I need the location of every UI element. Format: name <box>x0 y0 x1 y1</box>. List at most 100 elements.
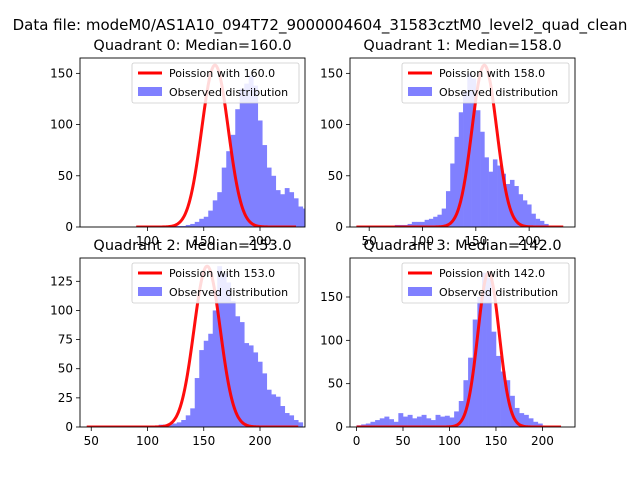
hist-bar <box>416 416 422 427</box>
subplot-title: Quadrant 1: Median=158.0 <box>363 38 561 54</box>
hist-bar <box>235 316 241 427</box>
hist-bar <box>537 423 543 427</box>
legend-entry-fit: Poission with 153.0 <box>169 267 275 280</box>
legend-patch-swatch <box>138 287 162 296</box>
x-tick-label: 50 <box>84 434 99 448</box>
hist-bar <box>325 224 330 227</box>
hist-bar <box>519 413 525 427</box>
x-tick-label: 100 <box>411 234 434 248</box>
x-tick-label: 50 <box>395 434 410 448</box>
hist-bar <box>181 420 187 427</box>
hist-bar <box>402 416 408 427</box>
hist-bar <box>523 414 529 427</box>
hist-bar <box>293 420 299 427</box>
y-tick-label: 150 <box>320 66 343 80</box>
hist-bar <box>440 416 446 427</box>
hist-bar <box>194 221 200 227</box>
hist-bar <box>497 165 502 227</box>
hist-bar <box>176 225 182 227</box>
hist-bar <box>486 277 492 427</box>
hist-bar <box>420 221 425 227</box>
hist-bar <box>509 179 515 227</box>
legend-patch-swatch <box>408 287 432 296</box>
subplot-3: 0 50 100 150 200 0 50 100 150 Quadrant 3: Median=… <box>320 238 576 448</box>
hist-bar <box>253 352 259 427</box>
hist-bar <box>518 194 524 227</box>
subplot-0: 100 150 200 0 50 100 150 Quadrant 0: Median=160… <box>50 38 330 248</box>
hist-bar <box>190 223 196 227</box>
hist-bar <box>471 78 477 227</box>
subplot-1: 50 100 150 200 0 50 100 150 Quadrant 1: Median=1… <box>320 38 576 248</box>
hist-bar <box>412 418 418 427</box>
hist-bar <box>458 401 464 427</box>
legend-box <box>401 262 570 304</box>
hist-bar <box>230 301 236 427</box>
hist-bar <box>495 355 501 427</box>
hist-bar <box>226 151 232 227</box>
y-tick-label: 25 <box>58 391 73 405</box>
x-tick-label: 0 <box>353 434 361 448</box>
hist-bar <box>266 167 272 227</box>
hist-bar <box>416 221 421 227</box>
hist-bar <box>492 159 498 227</box>
hist-bar <box>449 417 455 427</box>
x-tick-label: 200 <box>518 234 541 248</box>
hist-bar <box>421 414 427 427</box>
hist-bar <box>226 282 232 427</box>
hist-bar <box>527 204 532 227</box>
hist-bar <box>433 216 438 227</box>
hist-bar <box>491 331 497 427</box>
x-tick-label: 200 <box>249 234 272 248</box>
hist-bar <box>307 213 312 227</box>
axes-frame <box>79 257 306 428</box>
y-tick-label: 50 <box>58 362 73 376</box>
hist-bar <box>321 222 326 227</box>
y-tick-label: 100 <box>50 303 73 317</box>
axes-frame <box>79 57 306 228</box>
hist-bar <box>284 188 290 227</box>
hist-bar <box>407 223 413 227</box>
legend-entry-hist: Observed distribution <box>439 86 558 99</box>
legend-patch-swatch <box>408 87 432 96</box>
y-tick-label: 100 <box>50 118 73 132</box>
hist-bar <box>257 120 263 227</box>
hist-bar <box>289 192 295 227</box>
hist-bar <box>271 175 277 227</box>
hist-bar <box>203 340 209 427</box>
hist-bar <box>531 213 536 227</box>
hist-bar <box>454 136 460 227</box>
hist-bar <box>430 420 436 427</box>
legend-patch-swatch <box>138 87 162 96</box>
figure-suptitle: Data file: modeM0/AS1A10_094T72_90000046… <box>13 16 628 35</box>
hist-bar <box>239 88 245 227</box>
hist-bar <box>185 224 191 227</box>
hist-bar <box>181 225 187 227</box>
x-tick-label: 150 <box>464 234 487 248</box>
hist-bar <box>514 186 519 227</box>
hist-bar <box>389 419 394 427</box>
hist-bar <box>375 420 381 427</box>
legend-entry-fit: Poission with 160.0 <box>169 67 275 80</box>
hist-bar <box>458 112 464 227</box>
hist-bar <box>441 208 447 227</box>
hist-bar <box>312 215 317 227</box>
hist-bar <box>426 418 432 427</box>
y-tick-label: 50 <box>328 169 343 183</box>
subplot-title: Quadrant 3: Median=142.0 <box>363 238 561 254</box>
axes-frame <box>349 57 576 228</box>
hist-bar <box>444 415 450 427</box>
hist-bar <box>212 200 218 227</box>
legend-box <box>131 262 300 304</box>
hist-bar <box>484 157 489 227</box>
y-tick-label: 0 <box>65 220 73 234</box>
y-tick-label: 125 <box>50 274 73 288</box>
x-tick-label: 100 <box>136 234 159 248</box>
hist-bar <box>445 191 451 227</box>
hist-bar <box>257 361 263 427</box>
hist-bar <box>176 422 182 427</box>
hist-bar <box>248 75 254 227</box>
hist-bar <box>407 414 413 427</box>
hist-bar <box>235 109 241 227</box>
hist-bar <box>248 345 254 427</box>
hist-bar <box>217 266 223 427</box>
